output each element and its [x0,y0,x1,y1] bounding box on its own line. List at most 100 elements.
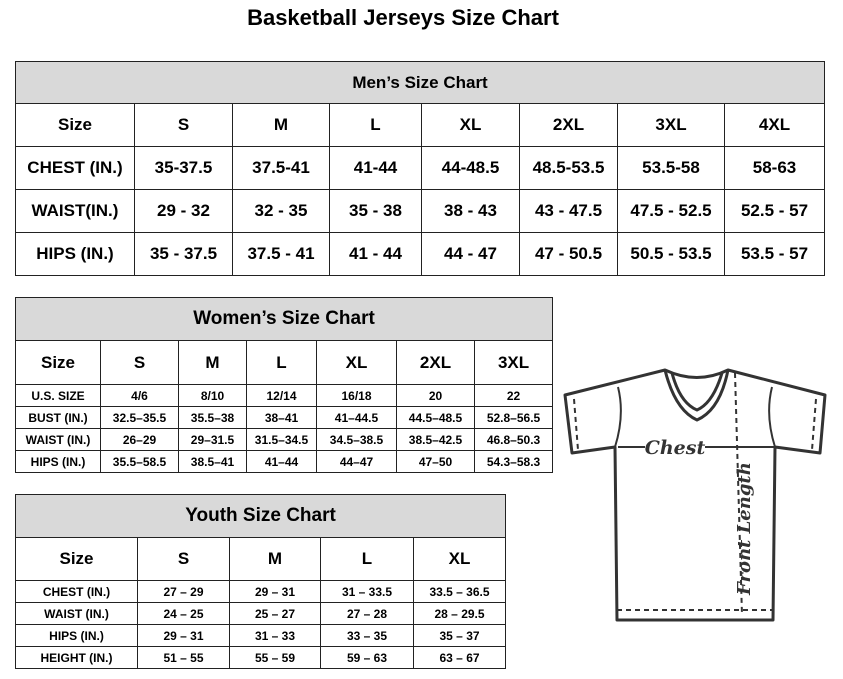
table-cell: 44 - 47 [421,232,520,276]
table-cell: 2XL [519,103,618,147]
table-cell: 22 [473,384,554,407]
table-cell: S [100,340,179,385]
table-row: HIPS (IN.) 35 - 37.5 37.5 - 41 41 - 44 44 - … [15,232,826,276]
table-cell: M [178,340,247,385]
table-cell: 16/18 [316,384,397,407]
table-cell: 12/14 [246,384,317,407]
table-cell: 50.5 - 53.5 [617,232,725,276]
table-title: Men’s Size Chart [14,61,826,104]
table-title: Youth Size Chart [14,494,507,538]
front-length-label: Front Length [734,462,755,596]
table-cell: 3XL [473,340,554,385]
table-cell: 35 - 37.5 [134,232,233,276]
youth-size-table: Youth Size Chart Size S M L XL CHEST (IN.) 27 … [14,494,507,669]
table-title: Women’s Size Chart [14,297,554,341]
table-cell: 41–44.5 [316,406,397,429]
table-cell: M [232,103,330,147]
row-label: BUST (IN.) [15,406,101,429]
jersey-diagram: Chest Front Length [563,368,827,622]
row-label: WAIST (IN.) [15,602,138,625]
table-cell: 3XL [617,103,725,147]
table-cell: 53.5 - 57 [723,232,826,276]
table-row: U.S. SIZE 4/6 8/10 12/14 16/18 20 22 [15,384,554,407]
table-cell: 55 – 59 [229,646,321,669]
table-cell: 32.5–35.5 [100,406,179,429]
table-row: HEIGHT (IN.) 51 – 55 55 – 59 59 – 63 63 – 67 [15,646,507,669]
table-cell: XL [421,103,520,147]
row-label: CHEST (IN.) [15,146,135,190]
table-cell: L [320,537,414,581]
table-cell: 35-37.5 [134,146,233,190]
table-cell: 52.5 - 57 [723,189,826,233]
table-cell: 20 [396,384,475,407]
table-cell: 52.8–56.5 [473,406,554,429]
table-cell: 29 – 31 [229,580,321,603]
header-row: Size S M L XL 2XL 3XL 4XL [15,103,826,147]
table-row: HIPS (IN.) 35.5–58.5 38.5–41 41–44 44–47 47–5… [15,450,554,473]
row-label: HEIGHT (IN.) [15,646,138,669]
table-row: BUST (IN.) 32.5–35.5 35.5–38 38–41 41–44.5 44… [15,406,554,429]
table-cell: 29–31.5 [178,428,247,451]
table-cell: 53.5-58 [617,146,725,190]
table-cell: 4/6 [100,384,179,407]
table-row: CHEST (IN.) 27 – 29 29 – 31 31 – 33.5 33.5 –… [15,580,507,603]
table-cell: 31 – 33 [229,624,321,647]
row-label: WAIST(IN.) [15,189,135,233]
row-label: Size [15,340,101,385]
row-label: U.S. SIZE [15,384,101,407]
table-row: CHEST (IN.) 35-37.5 37.5-41 41-44 44-48.5 48.… [15,146,826,190]
mens-size-table: Men’s Size Chart Size S M L XL 2XL 3XL 4XL CHEST… [14,61,826,276]
table-cell: 2XL [396,340,475,385]
table-cell: 59 – 63 [320,646,414,669]
table-cell: 54.3–58.3 [473,450,554,473]
table-cell: 47.5 - 52.5 [617,189,725,233]
table-cell: 29 - 32 [134,189,233,233]
table-cell: 38.5–42.5 [396,428,475,451]
table-cell: 44–47 [316,450,397,473]
table-cell: 33 – 35 [320,624,414,647]
table-cell: L [329,103,422,147]
table-cell: 33.5 – 36.5 [412,580,507,603]
header-row: Size S M L XL 2XL 3XL [15,340,554,385]
table-row: WAIST(IN.) 29 - 32 32 - 35 35 - 38 38 - 43 43… [15,189,826,233]
row-label: HIPS (IN.) [15,624,138,647]
table-cell: 8/10 [178,384,247,407]
table-cell: 27 – 29 [137,580,230,603]
row-label: Size [15,537,138,581]
table-cell: 37.5-41 [232,146,330,190]
table-cell: 26–29 [100,428,179,451]
table-cell: 41–44 [246,450,317,473]
table-cell: XL [412,537,507,581]
table-cell: 58-63 [723,146,826,190]
page-title: Basketball Jerseys Size Chart [247,5,559,30]
table-cell: 32 - 35 [232,189,330,233]
row-label: WAIST (IN.) [15,428,101,451]
womens-size-table: Women’s Size Chart Size S M L XL 2XL 3XL U.S. S… [14,297,554,473]
table-row: WAIST (IN.) 24 – 25 25 – 27 27 – 28 28 – 29.… [15,602,507,625]
row-label: Size [15,103,135,147]
table-cell: 31 – 33.5 [320,580,414,603]
table-cell: 41 - 44 [329,232,422,276]
table-cell: 28 – 29.5 [412,602,507,625]
table-cell: 31.5–34.5 [246,428,317,451]
table-cell: XL [316,340,397,385]
table-cell: 41-44 [329,146,422,190]
table-cell: S [137,537,230,581]
table-cell: 63 – 67 [412,646,507,669]
table-cell: 25 – 27 [229,602,321,625]
row-label: HIPS (IN.) [15,450,101,473]
table-cell: 44-48.5 [421,146,520,190]
table-cell: 27 – 28 [320,602,414,625]
table-row: HIPS (IN.) 29 – 31 31 – 33 33 – 35 35 – 37 [15,624,507,647]
header-row: Size S M L XL [15,537,507,581]
table-cell: 35.5–58.5 [100,450,179,473]
chest-label: Chest [645,437,706,459]
table-cell: 24 – 25 [137,602,230,625]
table-cell: 43 - 47.5 [519,189,618,233]
table-cell: 37.5 - 41 [232,232,330,276]
table-cell: 38 - 43 [421,189,520,233]
table-cell: 47–50 [396,450,475,473]
table-cell: 51 – 55 [137,646,230,669]
row-label: CHEST (IN.) [15,580,138,603]
table-cell: 46.8–50.3 [473,428,554,451]
